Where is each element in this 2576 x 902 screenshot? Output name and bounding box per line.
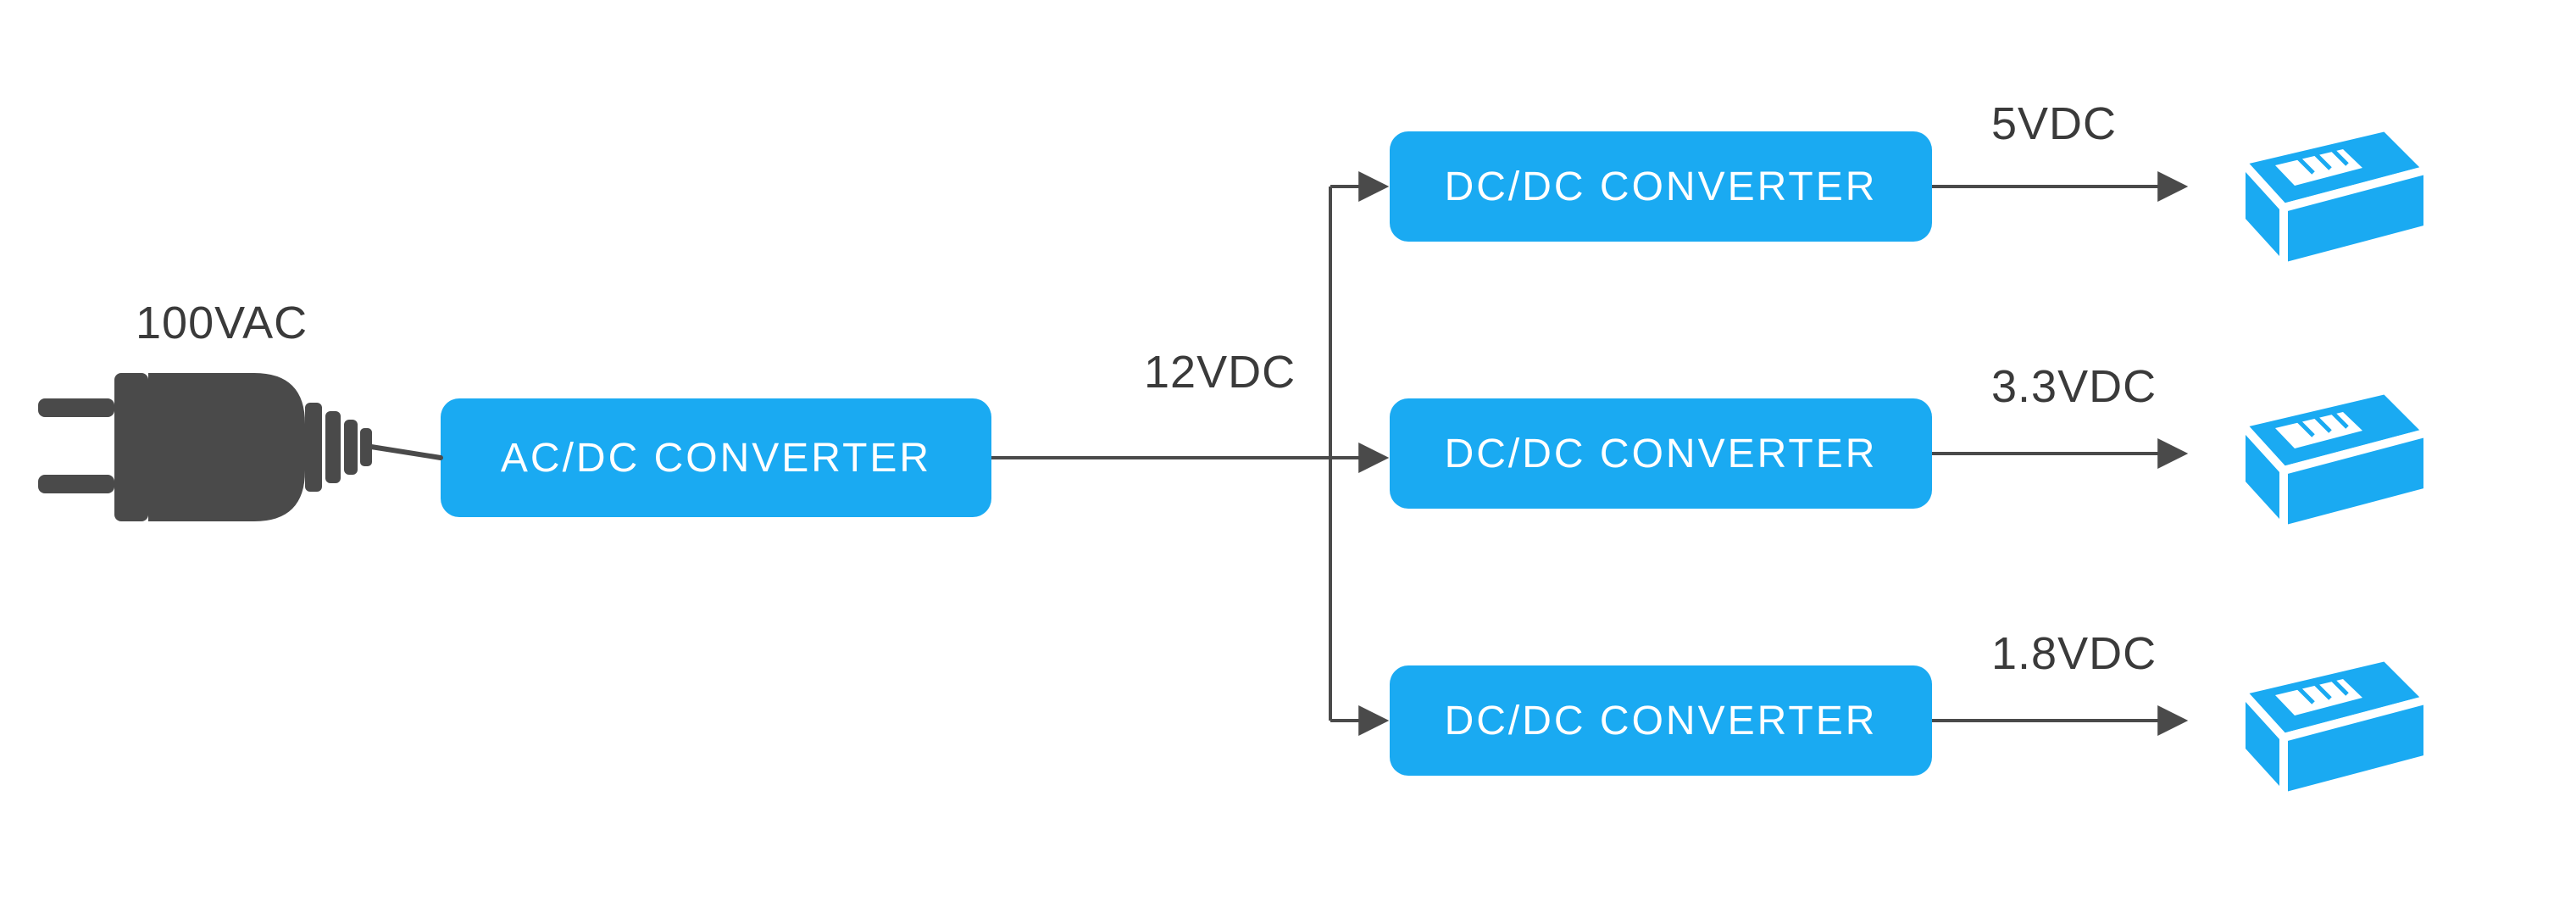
output-label-1: 5VDC <box>1991 97 2117 150</box>
plug-icon <box>38 373 372 521</box>
chip-icon-2 <box>2241 390 2428 530</box>
dcdc-label-2: DC/DC CONVERTER <box>1445 431 1878 477</box>
output-label-2: 3.3VDC <box>1991 360 2157 413</box>
dcdc-converter-box-3: DC/DC CONVERTER <box>1390 665 1932 776</box>
dcdc-label-1: DC/DC CONVERTER <box>1445 164 1878 210</box>
chip-icon-1 <box>2241 127 2428 267</box>
dcdc-converter-box-2: DC/DC CONVERTER <box>1390 398 1932 509</box>
power-diagram: AC/DC CONVERTER DC/DC CONVERTER DC/DC CO… <box>0 0 2576 902</box>
output-label-3: 1.8VDC <box>1991 627 2157 680</box>
diagram-svg <box>0 0 2576 902</box>
chip-icon-3 <box>2241 657 2428 797</box>
bus-label: 12VDC <box>1144 346 1296 398</box>
acdc-converter-box: AC/DC CONVERTER <box>441 398 991 517</box>
dcdc-converter-box-1: DC/DC CONVERTER <box>1390 131 1932 242</box>
acdc-label: AC/DC CONVERTER <box>501 435 931 482</box>
input-label: 100VAC <box>136 297 308 349</box>
dcdc-label-3: DC/DC CONVERTER <box>1445 698 1878 744</box>
